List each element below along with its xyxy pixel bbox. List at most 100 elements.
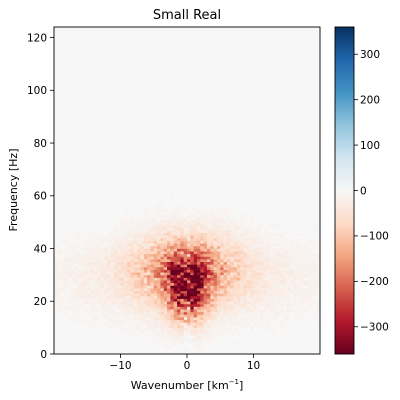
heatmap-cell [226,232,231,236]
heatmap-cell [280,293,284,297]
heatmap-cell [157,235,161,239]
heatmap-cell [113,264,118,268]
heatmap-cell [286,298,291,302]
heatmap-cell [87,259,91,262]
heatmap-cell [203,245,208,249]
heatmap-cell [293,253,298,257]
heatmap-cell [200,237,204,241]
heatmap-cell [273,290,278,294]
heatmap-cell [57,319,61,323]
heatmap-cell [103,306,108,310]
heatmap-cell [167,319,171,323]
heatmap-cell [150,237,155,241]
heatmap-cell [213,227,218,231]
heatmap-cell [160,309,165,313]
heatmap-cell [177,240,181,244]
heatmap-cell [243,235,248,239]
heatmap-cell [253,264,258,268]
heatmap-cell [246,306,251,310]
heatmap-cell [127,222,131,226]
heatmap-cell [100,235,105,239]
heatmap-cell [160,332,165,336]
heatmap-cell [157,253,161,257]
heatmap-cell [117,251,121,255]
heatmap-cell [266,227,271,231]
heatmap-cell [107,269,111,273]
heatmap-cell [60,230,65,233]
heatmap-cell [173,248,178,252]
heatmap-cell [303,295,308,299]
heatmap-cell [273,251,278,255]
heatmap-cell [196,330,201,334]
heatmap-cell [77,274,81,278]
heatmap-cell [143,264,148,268]
heatmap-cell [183,332,188,336]
heatmap-cell [280,332,284,336]
heatmap-cell [97,290,101,294]
heatmap-cell [127,269,131,273]
heatmap-cell [110,269,115,273]
heatmap-cell [73,309,78,313]
heatmap-cell [310,290,314,294]
heatmap-cell [213,309,218,313]
heatmap-cell [203,322,208,326]
heatmap-cell [90,309,95,313]
heatmap-cell [193,295,198,299]
heatmap-cell [187,330,191,334]
heatmap-cell [97,317,101,321]
heatmap-cell [187,269,191,273]
heatmap-cell [206,338,211,342]
heatmap-cell [230,264,234,268]
heatmap-cell [246,237,251,241]
heatmap-cell [266,311,271,315]
heatmap-cell [203,243,208,247]
heatmap-cell [187,288,191,292]
heatmap-cell [253,293,258,297]
heatmap-cell [77,259,81,262]
heatmap-cell [157,327,161,331]
heatmap-cell [137,280,141,284]
heatmap-cell [167,317,171,321]
heatmap-cell [190,280,194,284]
heatmap-cell [223,240,228,244]
heatmap-cell [73,237,78,241]
heatmap-cell [280,309,284,313]
heatmap-cell [163,264,168,268]
heatmap-cell [120,222,125,226]
heatmap-cell [206,330,211,334]
y-tick-label: 20 [34,296,47,308]
heatmap-cell [187,214,191,218]
heatmap-cell [310,261,314,265]
heatmap-cell [210,237,214,241]
heatmap-cell [100,248,105,252]
heatmap-cell [180,324,184,328]
heatmap-cell [216,322,221,326]
heatmap-cell [163,214,168,218]
heatmap-cell [246,272,251,276]
heatmap-cell [57,264,61,268]
heatmap-cell [160,237,165,241]
heatmap-cell [193,285,198,289]
heatmap-cell [73,319,78,323]
heatmap-cell [313,293,317,297]
heatmap-cell [67,261,71,265]
heatmap-cell [120,285,125,289]
heatmap-cell [273,324,278,328]
heatmap-cell [200,285,204,289]
heatmap-cell [190,222,194,226]
heatmap-cell [283,269,288,273]
heatmap-cell [107,301,111,305]
heatmap-cell [286,237,291,241]
heatmap-cell [240,227,244,231]
heatmap-cell [67,222,71,226]
heatmap-cell [210,251,214,255]
heatmap-cell [260,240,264,244]
heatmap-cell [256,269,261,273]
heatmap-cell [266,269,271,273]
heatmap-cell [230,309,234,313]
heatmap-cell [300,290,304,294]
heatmap-cell [196,301,201,305]
heatmap-cell [113,314,118,318]
heatmap-cell [203,317,208,321]
heatmap-cell [163,340,168,344]
